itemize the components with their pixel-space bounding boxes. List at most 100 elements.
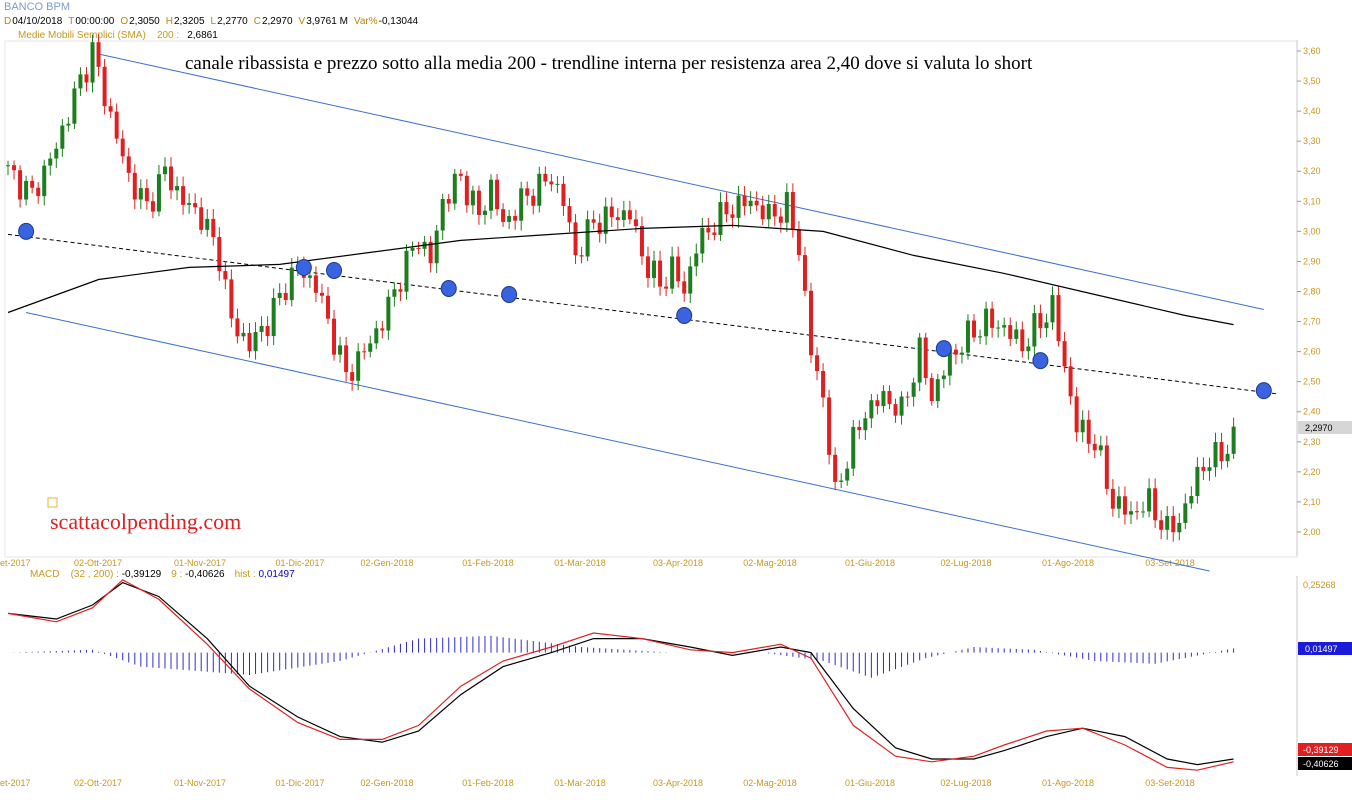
candle-body <box>223 271 228 280</box>
candle-body <box>380 328 385 331</box>
y-tick-label: 2,90 <box>1303 256 1321 266</box>
candle-body <box>561 183 566 207</box>
candle-body <box>307 275 312 278</box>
candle-body <box>1020 329 1025 352</box>
x-tick-label-macd: 02-Lug-2018 <box>940 778 991 788</box>
x-tick-label: 01-Giu-2018 <box>845 558 895 568</box>
candle-body <box>162 166 167 175</box>
candle-body <box>1128 511 1133 515</box>
candle-body <box>410 247 415 251</box>
candle-body <box>857 426 862 431</box>
sma-legend: Medie Mobili Semplici (SMA) 200 : 2,6861 <box>18 30 218 41</box>
candle-body <box>1056 295 1061 342</box>
candle-body <box>652 260 657 278</box>
candle-body <box>549 181 554 185</box>
candle-body <box>36 187 41 197</box>
candle-body <box>1195 466 1200 496</box>
candle-body <box>241 332 246 337</box>
candle-body <box>724 202 729 215</box>
x-tick-label: 01-Nov-2017 <box>174 558 226 568</box>
candle-body <box>609 206 614 218</box>
candle-body <box>664 286 669 289</box>
candle-body <box>1062 341 1067 367</box>
ohlc-value: 2,2770 <box>217 16 248 27</box>
candle-body <box>434 230 439 264</box>
candle-body <box>978 336 983 338</box>
candle-body <box>748 200 753 207</box>
candle-body <box>507 216 512 222</box>
candle-body <box>972 320 977 338</box>
candle-body <box>537 173 542 206</box>
x-tick-label: 01-Feb-2018 <box>462 558 514 568</box>
ohlc-value: 00:00:00 <box>75 16 115 27</box>
candle-body <box>953 349 958 355</box>
hist-value-box <box>1298 642 1352 655</box>
x-tick-label: 02-Ott-2017 <box>74 558 122 568</box>
candle-body <box>996 327 1001 329</box>
candle-body <box>984 308 989 337</box>
hist-label: hist : <box>234 569 256 580</box>
candle-body <box>66 123 71 126</box>
x-tick-label-macd: et-2017 <box>0 778 31 788</box>
candle-body <box>591 219 596 223</box>
x-tick-label-macd: 01-Mar-2018 <box>554 778 606 788</box>
candle-body <box>519 188 524 221</box>
candle-body <box>1189 495 1194 504</box>
candle-body <box>573 222 578 256</box>
macd-line <box>7 581 1234 766</box>
macd-params: (32 , 200) : <box>70 569 119 580</box>
y-tick-label: 2,20 <box>1303 467 1321 477</box>
touch-marker <box>935 340 952 358</box>
candle-body <box>211 218 216 237</box>
candle-body <box>12 165 17 171</box>
y-tick-label: 3,60 <box>1303 46 1321 56</box>
candle-body <box>54 148 59 159</box>
sma-label: Medie Mobili Semplici (SMA) <box>18 30 146 41</box>
touch-marker <box>440 279 457 297</box>
signal-value-box <box>1298 757 1352 770</box>
x-tick-label: 02-Gen-2018 <box>360 558 413 568</box>
price-panel-frame <box>4 40 1298 558</box>
signal-value-label: -0,40626 <box>1303 759 1339 769</box>
x-tick-label-macd: 01-Ago-2018 <box>1042 778 1094 788</box>
candle-body <box>464 175 469 206</box>
candle-body <box>247 332 252 352</box>
x-tick-label-macd: 01-Feb-2018 <box>462 778 514 788</box>
candle-body <box>990 308 995 328</box>
chart-annotation-title: canale ribassista e prezzo sotto alla me… <box>185 53 1033 74</box>
touch-marker <box>18 222 35 240</box>
candle-body <box>1044 322 1049 329</box>
candle-body <box>585 219 590 257</box>
candle-body <box>935 379 940 402</box>
candles-group <box>6 34 1236 542</box>
candle-body <box>18 170 23 200</box>
candle-body <box>1116 496 1121 509</box>
candle-body <box>754 200 759 206</box>
candle-body <box>917 337 922 383</box>
x-tick-label-macd: 01-Nov-2017 <box>174 778 226 788</box>
candle-body <box>229 279 234 319</box>
macd-value-box <box>1298 743 1352 756</box>
candle-body <box>1225 453 1230 462</box>
candle-body <box>531 195 536 206</box>
ohlc-value: 3,9761 M <box>306 16 348 27</box>
candle-body <box>905 396 910 398</box>
y-tick-label: 2,70 <box>1303 317 1321 327</box>
macd-histogram <box>13 635 1235 678</box>
candle-body <box>1153 488 1158 521</box>
candle-body <box>784 192 789 223</box>
x-tick-label-macd: 03-Apr-2018 <box>653 778 703 788</box>
candle-body <box>199 207 204 230</box>
candle-body <box>344 345 349 373</box>
candle-body <box>1026 346 1031 352</box>
candle-body <box>1068 366 1073 397</box>
candle-body <box>1231 426 1236 454</box>
ohlc-value: 2,3050 <box>129 16 160 27</box>
candle-body <box>851 426 856 469</box>
candle-body <box>1135 511 1140 513</box>
candle-body <box>712 232 717 235</box>
y-tick-label: 2,30 <box>1303 437 1321 447</box>
candle-body <box>1147 488 1152 512</box>
channel-upper-line <box>98 53 1264 311</box>
